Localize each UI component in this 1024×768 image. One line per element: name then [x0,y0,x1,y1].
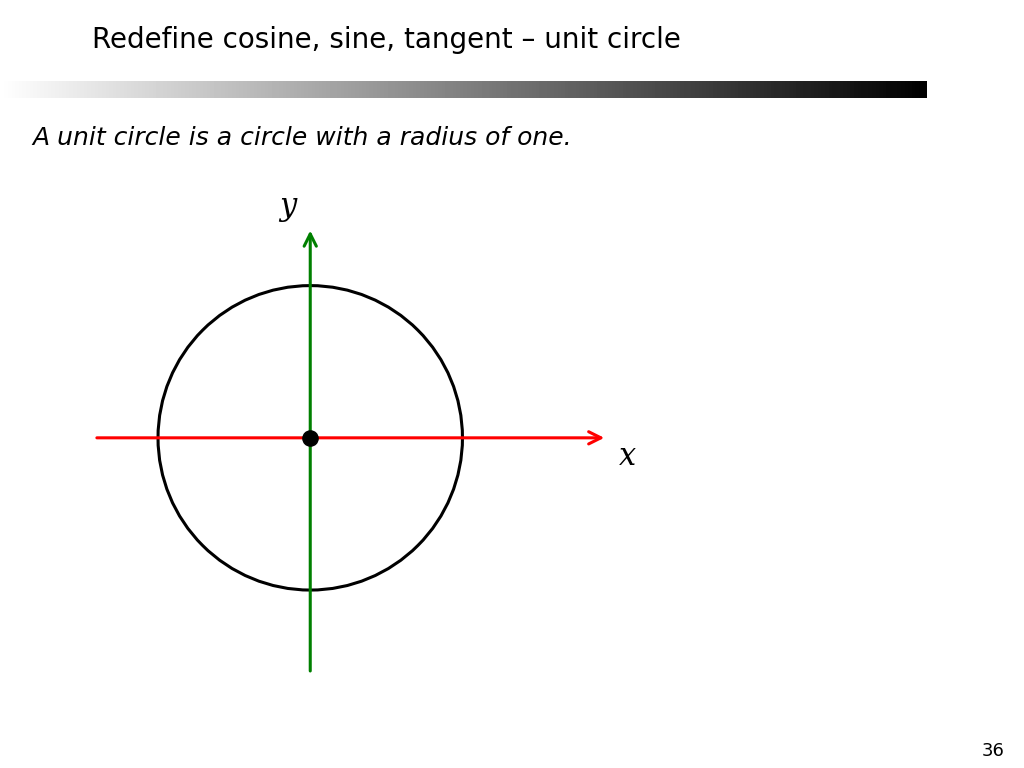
Text: A unit circle is a circle with a radius of one.: A unit circle is a circle with a radius … [33,126,572,150]
Text: Redefine cosine, sine, tangent – unit circle: Redefine cosine, sine, tangent – unit ci… [92,26,681,55]
Text: 36: 36 [982,743,1005,760]
Text: y: y [279,190,296,222]
Point [302,432,318,444]
Text: x: x [620,441,637,472]
